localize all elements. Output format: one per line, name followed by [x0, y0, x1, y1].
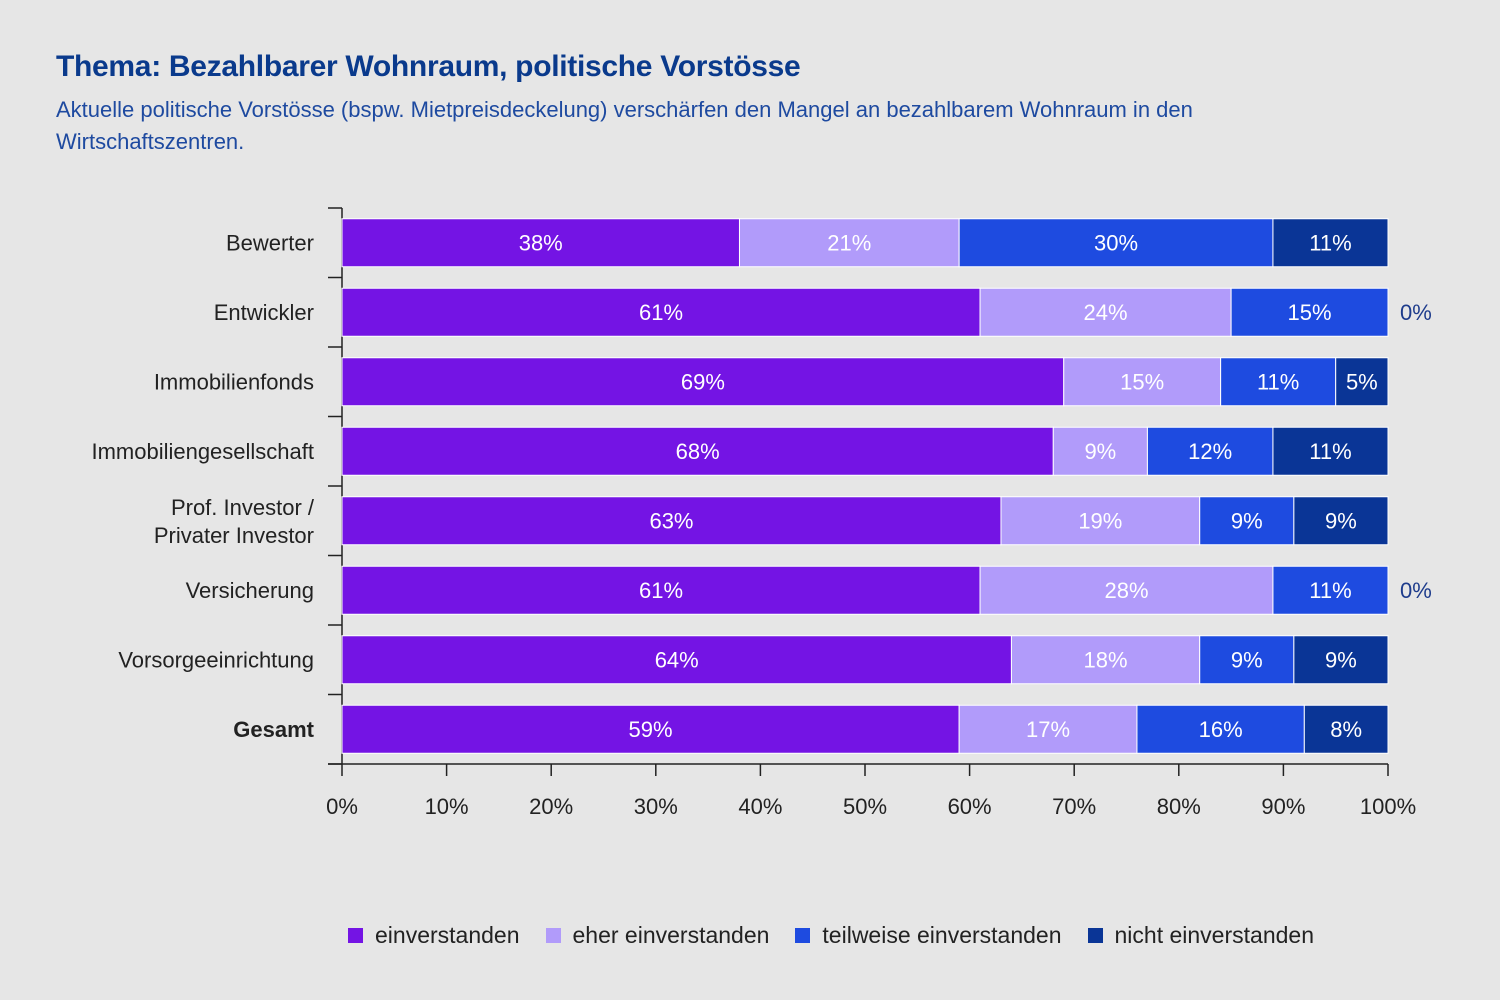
bar-value-label: 18%: [1084, 647, 1128, 672]
x-tick-label: 0%: [326, 794, 358, 819]
bar-segment: [341, 565, 981, 615]
x-tick-label: 10%: [425, 794, 469, 819]
legend-item-eher-einverstanden: eher einverstanden: [545, 922, 770, 949]
bar-value-label: 21%: [827, 230, 871, 255]
bar-segment: [341, 635, 1012, 685]
bar-segment: [958, 218, 1274, 268]
category-label: Immobilienfonds: [154, 369, 314, 394]
chart-title: Thema: Bezahlbarer Wohnraum, politische …: [56, 50, 801, 83]
legend-swatch: [1087, 928, 1103, 943]
bar-segment: [1293, 635, 1389, 685]
x-tick-label: 90%: [1261, 794, 1305, 819]
bar-value-label: 64%: [655, 647, 699, 672]
category-label: Versicherung: [186, 578, 314, 603]
bar-value-label: 59%: [629, 717, 673, 742]
legend: einverstanden eher einverstanden teilwei…: [348, 922, 1314, 949]
bar-segment: [1335, 357, 1389, 407]
legend-label: teilweise einverstanden: [822, 922, 1062, 948]
legend-item-nicht-einverstanden: nicht einverstanden: [1087, 922, 1314, 949]
bar-value-label: 16%: [1199, 717, 1243, 742]
category-label: Prof. Investor / Privater Investor: [154, 495, 315, 548]
bar-value-label: 11%: [1309, 578, 1351, 603]
bar-value-label: 9%: [1084, 439, 1116, 464]
bar-value-label: 28%: [1104, 578, 1148, 603]
bar-segment: [1146, 426, 1274, 476]
bar-value-label: 24%: [1084, 300, 1128, 325]
x-tick-label: 80%: [1157, 794, 1201, 819]
legend-swatch: [545, 928, 561, 943]
x-tick-label: 20%: [529, 794, 573, 819]
bar-segment: [1063, 357, 1222, 407]
bar-value-label: 61%: [639, 300, 683, 325]
x-tick-label: 40%: [738, 794, 782, 819]
x-tick-label: 70%: [1052, 794, 1096, 819]
bar-segment: [1272, 426, 1389, 476]
bar-value-label: 11%: [1257, 369, 1299, 394]
category-label: Immobiliengesellschaft: [91, 439, 314, 464]
legend-item-teilweise-einverstanden: teilweise einverstanden: [795, 922, 1062, 949]
category-label: Vorsorgeeinrichtung: [118, 647, 314, 672]
bar-segment: [1052, 426, 1148, 476]
bar-segment: [1199, 496, 1295, 546]
bar-segment: [341, 218, 740, 268]
category-label-line: Prof. Investor /: [171, 495, 315, 520]
bar-value-label: 11%: [1309, 439, 1351, 464]
chart-subtitle: Aktuelle politische Vorstösse (bspw. Mie…: [56, 97, 1193, 154]
bar-value-label: 9%: [1325, 647, 1357, 672]
legend-item-einverstanden: einverstanden: [348, 922, 520, 949]
legend-swatch: [795, 928, 811, 943]
bar-value-label: 11%: [1309, 230, 1351, 255]
bar-value-label: 68%: [676, 439, 720, 464]
bar-segment: [341, 426, 1054, 476]
bar-value-label: 5%: [1346, 369, 1378, 394]
category-label: Gesamt: [233, 717, 314, 742]
bar-value-label: 38%: [519, 230, 563, 255]
bar-value-label: 8%: [1330, 717, 1362, 742]
bar-segment: [341, 287, 981, 337]
bar-segment: [341, 496, 1002, 546]
bar-segment: [1293, 496, 1389, 546]
category-label: Bewerter: [226, 230, 314, 255]
bar-segment: [1220, 357, 1337, 407]
category-label-line: Privater Investor: [154, 523, 314, 548]
bar-value-label: 12%: [1188, 439, 1232, 464]
legend-label: einverstanden: [375, 922, 520, 948]
x-tick-label: 30%: [634, 794, 678, 819]
bar-value-label: 19%: [1078, 508, 1122, 533]
legend-label: eher einverstanden: [572, 922, 770, 948]
bar-segment: [1000, 496, 1201, 546]
bar-value-label: 0%: [1400, 578, 1432, 603]
bar-value-label: 9%: [1231, 647, 1263, 672]
bar-value-label: 9%: [1231, 508, 1263, 533]
bar-segment: [341, 357, 1065, 407]
bar-value-label: 15%: [1120, 369, 1164, 394]
x-tick-label: 60%: [948, 794, 992, 819]
bar-segment: [958, 704, 1138, 754]
category-label: Entwickler: [214, 300, 314, 325]
bar-value-label: 17%: [1026, 717, 1070, 742]
bar-value-label: 0%: [1400, 300, 1432, 325]
bar-value-label: 9%: [1325, 508, 1357, 533]
legend-swatch: [348, 928, 363, 943]
bar-segment: [1272, 565, 1389, 615]
x-tick-label: 100%: [1360, 794, 1416, 819]
x-tick-label: 50%: [843, 794, 887, 819]
bar-segment: [1303, 704, 1389, 754]
bar-segment: [1272, 218, 1389, 268]
bar-segment: [979, 565, 1274, 615]
bar-value-label: 69%: [681, 369, 725, 394]
bar-segment: [1136, 704, 1305, 754]
bar-segment: [1230, 287, 1389, 337]
bar-value-label: 15%: [1288, 300, 1332, 325]
bar-segment: [1010, 635, 1201, 685]
bar-value-label: 30%: [1094, 230, 1138, 255]
legend-label: nicht einverstanden: [1114, 922, 1314, 948]
stacked-bar-chart: 0% 10% 20% 30% 40% 50% 60% 70% 80% 90% 100% Bewerte…: [91, 207, 1432, 819]
bar-value-label: 61%: [639, 578, 683, 603]
bar-value-label: 63%: [649, 508, 693, 533]
